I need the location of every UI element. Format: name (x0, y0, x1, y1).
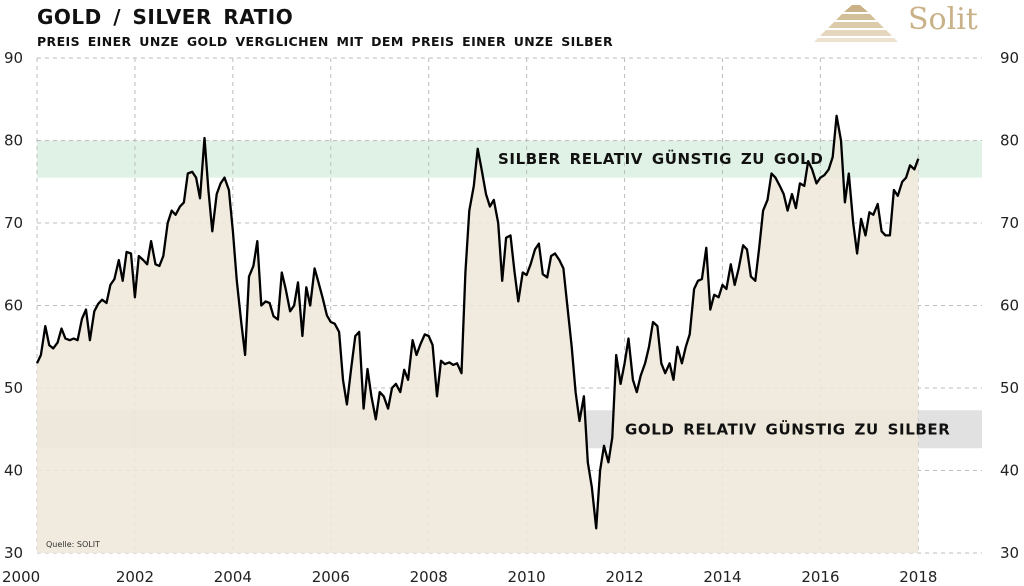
x-tick-label: 2010 (508, 568, 546, 586)
zone-labels: SILBER RELATIV GÜNSTIG ZU GOLD GOLD RELAT… (498, 149, 950, 438)
y-axis-left: 30 40 50 60 70 80 90 (4, 49, 23, 562)
x-axis: 2000 2002 2004 2006 2008 2010 2012 2014 2016 2018 (2, 568, 937, 586)
x-tick-label: 2000 (2, 568, 40, 586)
stepped-pyramid-logo-icon (814, 5, 898, 42)
y-tick-label-right: 90 (1000, 49, 1019, 67)
y-tick-label-right: 30 (1000, 544, 1019, 562)
x-tick-label: 2018 (899, 568, 937, 586)
y-tick-label-left: 30 (4, 544, 23, 562)
x-tick-label: 2004 (214, 568, 252, 586)
x-tick-label: 2014 (703, 568, 741, 586)
y-tick-label-right: 60 (1000, 297, 1019, 315)
x-tick-label: 2006 (312, 568, 350, 586)
ratio-line (35, 114, 920, 530)
y-axis-right: 30 40 50 60 70 80 90 (1000, 49, 1019, 562)
y-tick-label-left: 60 (4, 297, 23, 315)
y-tick-label-right: 80 (1000, 132, 1019, 150)
chart-title: GOLD / SILVER RATIO (37, 5, 294, 29)
y-tick-label-right: 50 (1000, 379, 1019, 397)
chart-subtitle: PREIS EINER UNZE GOLD VERGLICHEN MIT DEM… (37, 34, 613, 49)
x-tick-label: 2002 (116, 568, 154, 586)
y-tick-label-left: 50 (4, 379, 23, 397)
y-tick-label-left: 80 (4, 132, 23, 150)
x-tick-label: 2016 (801, 568, 839, 586)
source-note: Quelle: SOLIT (46, 540, 100, 549)
x-tick-label: 2008 (410, 568, 448, 586)
y-tick-label-left: 90 (4, 49, 23, 67)
brand-name: Solit (908, 2, 978, 37)
y-tick-label-right: 70 (1000, 214, 1019, 232)
y-tick-label-left: 70 (4, 214, 23, 232)
y-tick-label-left: 40 (4, 462, 23, 480)
ratio-area-fill (37, 115, 919, 554)
zone-label-2: GOLD RELATIV GÜNSTIG ZU SILBER (625, 419, 950, 438)
zone-band-1 (37, 140, 982, 178)
y-tick-label-right: 40 (1000, 462, 1019, 480)
x-tick-label: 2012 (605, 568, 643, 586)
zone-label-1: SILBER RELATIV GÜNSTIG ZU GOLD (498, 149, 823, 168)
